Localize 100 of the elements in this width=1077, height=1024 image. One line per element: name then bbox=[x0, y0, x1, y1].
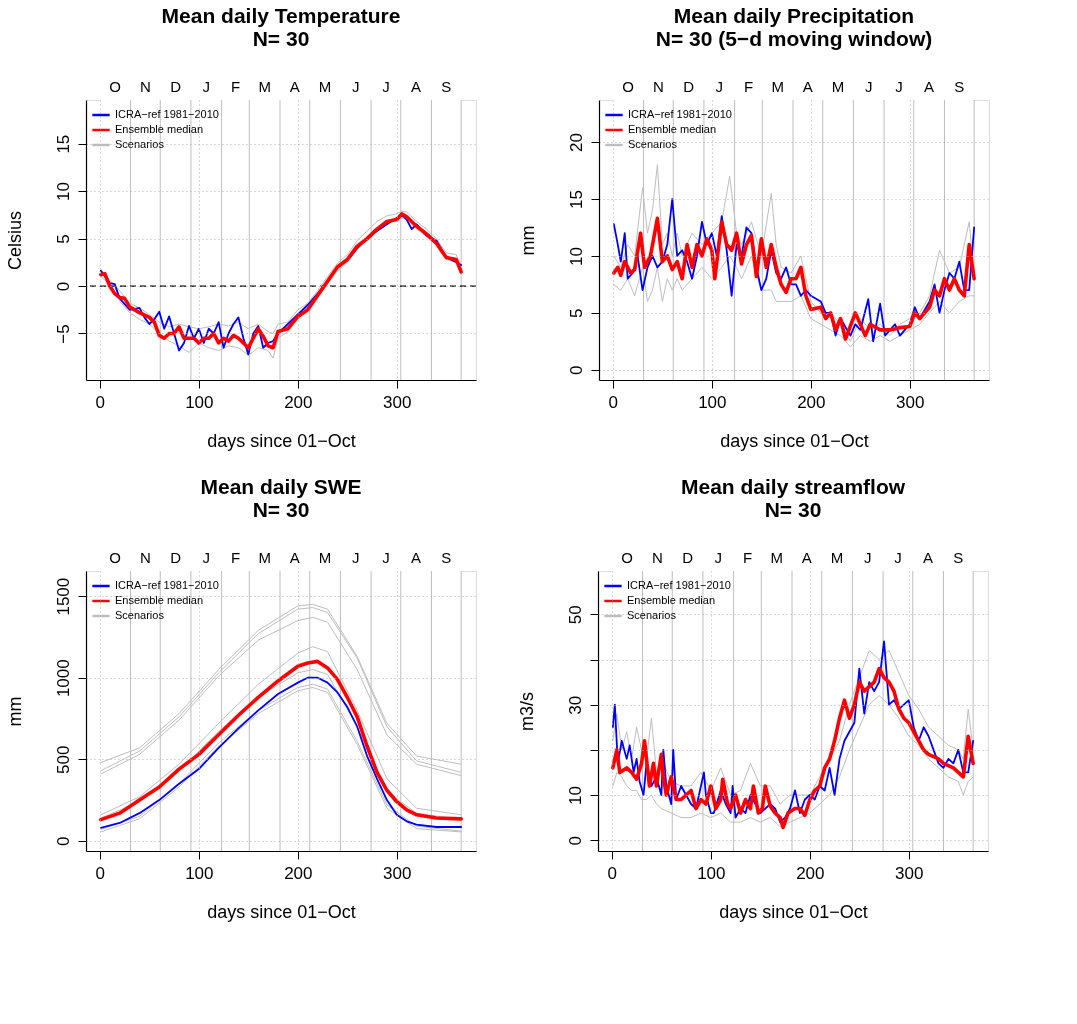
band-label: M bbox=[831, 78, 845, 95]
band-label: D bbox=[683, 78, 695, 95]
band-label: J bbox=[895, 78, 903, 95]
legend-label: ICRA−ref 1981−2010 bbox=[115, 579, 219, 591]
x-tick-label: 0 bbox=[95, 392, 106, 412]
chart-title: Mean daily Precipitation N= 30 (5−d moving window) bbox=[655, 4, 933, 50]
x-tick-label: 200 bbox=[796, 863, 825, 883]
legend-label: Scenarios bbox=[627, 609, 677, 621]
y-tick-label: 10 bbox=[53, 182, 73, 202]
y-tick-label: 500 bbox=[53, 745, 73, 774]
y-tick-label: 0 bbox=[565, 835, 585, 846]
y-tick-label: 10 bbox=[565, 786, 585, 805]
x-tick-label: 0 bbox=[95, 863, 106, 883]
y-tick-label: 5 bbox=[566, 308, 586, 319]
band-label: A bbox=[802, 78, 813, 95]
band-label: F bbox=[230, 549, 241, 566]
band-label: A bbox=[801, 549, 812, 566]
band-label: J bbox=[351, 78, 360, 95]
y-tick-label: 0 bbox=[566, 365, 586, 375]
band-label: N bbox=[139, 549, 151, 566]
band-label: O bbox=[109, 78, 122, 95]
band-label: M bbox=[830, 549, 844, 566]
band-label: O bbox=[622, 78, 635, 95]
band-label: M bbox=[771, 78, 784, 95]
y-axis-title: m3/s bbox=[516, 691, 537, 732]
band-label: J bbox=[714, 549, 723, 566]
legend-label: Ensemble median bbox=[627, 594, 716, 606]
band-label: J bbox=[382, 549, 390, 566]
band-label: A bbox=[289, 78, 300, 95]
band-label: M bbox=[318, 78, 332, 95]
band-label: M bbox=[258, 78, 271, 95]
band-label: J bbox=[894, 549, 902, 566]
x-tick-label: 100 bbox=[185, 392, 214, 412]
y-tick-label: −5 bbox=[53, 324, 73, 344]
y-axis-title: mm bbox=[517, 225, 538, 256]
chart-title: Mean daily SWE N= 30 bbox=[200, 475, 362, 521]
x-axis-title: days since 01−Oct bbox=[719, 901, 868, 922]
band-label: D bbox=[682, 549, 694, 566]
band-label: A bbox=[411, 78, 422, 95]
band-label: J bbox=[382, 78, 390, 95]
band-label: J bbox=[864, 78, 873, 95]
band-label: N bbox=[139, 78, 151, 95]
y-tick-label: 0 bbox=[53, 836, 73, 847]
x-tick-label: 200 bbox=[284, 863, 313, 883]
band-label: A bbox=[923, 549, 934, 566]
y-axis-title: Celsius bbox=[4, 210, 25, 271]
x-axis-title: days since 01−Oct bbox=[207, 430, 356, 451]
band-label: M bbox=[318, 549, 332, 566]
band-label: S bbox=[441, 549, 452, 566]
x-axis-title: days since 01−Oct bbox=[207, 901, 356, 922]
x-axis-title: days since 01−Oct bbox=[720, 430, 869, 451]
x-tick-label: 200 bbox=[797, 392, 826, 412]
band-label: A bbox=[289, 549, 300, 566]
band-label: J bbox=[351, 549, 360, 566]
band-label: S bbox=[954, 78, 965, 95]
x-tick-label: 200 bbox=[284, 392, 313, 412]
y-tick-label: 1500 bbox=[53, 577, 73, 616]
chart-title: Mean daily streamflow N= 30 bbox=[680, 475, 906, 521]
legend-label: ICRA−ref 1981−2010 bbox=[627, 579, 731, 591]
band-label: M bbox=[770, 549, 783, 566]
y-tick-label: 15 bbox=[53, 134, 73, 154]
band-label: D bbox=[170, 78, 182, 95]
band-label: J bbox=[715, 78, 724, 95]
band-label: N bbox=[651, 549, 663, 566]
legend-label: ICRA−ref 1981−2010 bbox=[628, 108, 732, 120]
band-label: F bbox=[742, 549, 753, 566]
y-tick-label: 30 bbox=[565, 695, 585, 715]
x-tick-label: 300 bbox=[896, 392, 925, 412]
band-label: O bbox=[621, 549, 634, 566]
legend-label: ICRA−ref 1981−2010 bbox=[115, 108, 219, 120]
x-tick-label: 100 bbox=[698, 392, 727, 412]
y-tick-label: 50 bbox=[565, 605, 585, 625]
chart-title: Mean daily Temperature N= 30 bbox=[161, 4, 401, 50]
band-label: M bbox=[258, 549, 271, 566]
x-tick-label: 0 bbox=[608, 392, 619, 412]
x-tick-label: 300 bbox=[895, 863, 924, 883]
y-tick-label: 15 bbox=[566, 190, 586, 209]
y-tick-label: 0 bbox=[53, 281, 73, 292]
x-tick-label: 100 bbox=[185, 863, 214, 883]
legend-label: Scenarios bbox=[628, 138, 678, 150]
legend-label: Ensemble median bbox=[115, 594, 204, 606]
y-axis-title: mm bbox=[4, 696, 25, 727]
band-label: O bbox=[109, 549, 122, 566]
legend-label: Ensemble median bbox=[115, 123, 204, 135]
legend-label: Scenarios bbox=[115, 138, 165, 150]
band-label: S bbox=[953, 549, 964, 566]
x-tick-label: 0 bbox=[607, 863, 618, 883]
x-tick-label: 300 bbox=[383, 392, 412, 412]
x-tick-label: 300 bbox=[383, 863, 412, 883]
y-tick-label: 1000 bbox=[53, 659, 73, 698]
band-label: J bbox=[863, 549, 872, 566]
y-tick-label: 5 bbox=[53, 234, 73, 244]
legend-label: Scenarios bbox=[115, 609, 165, 621]
legend-label: Ensemble median bbox=[628, 123, 717, 135]
band-label: S bbox=[441, 78, 452, 95]
band-label: A bbox=[924, 78, 935, 95]
band-label: J bbox=[202, 78, 211, 95]
band-label: F bbox=[743, 78, 754, 95]
band-label: J bbox=[202, 549, 211, 566]
band-label: F bbox=[230, 78, 241, 95]
